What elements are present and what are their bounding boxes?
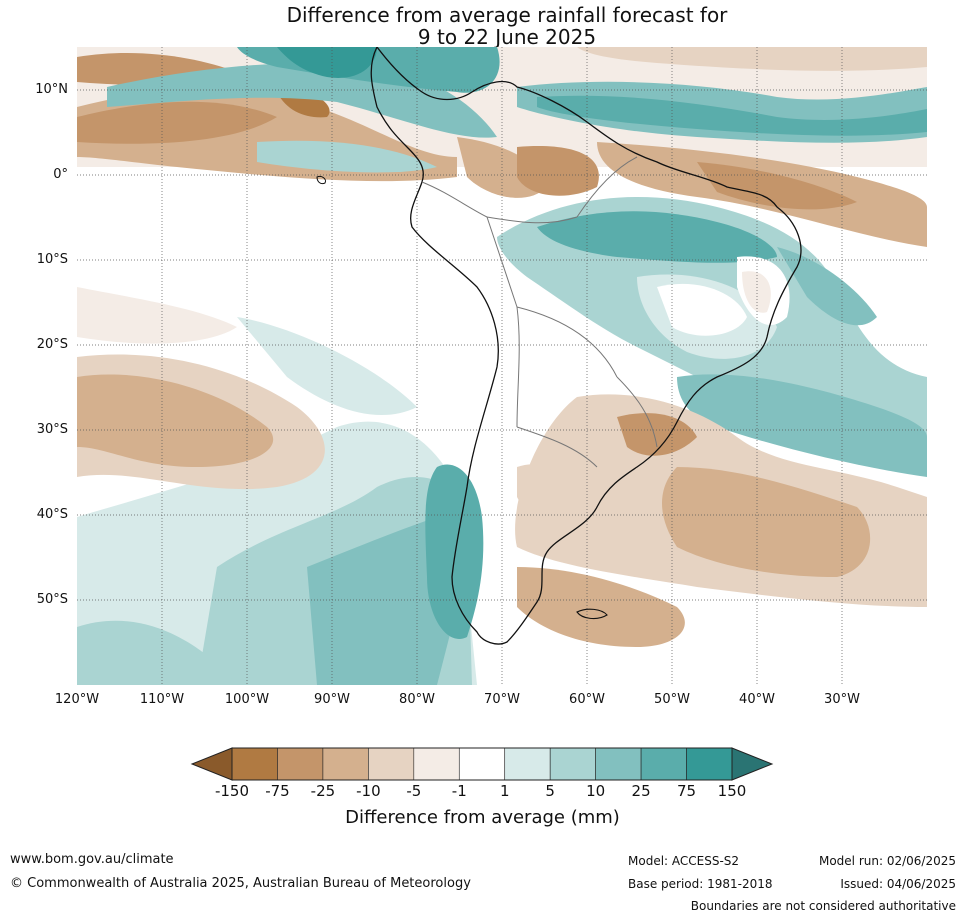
colorbar-tick-label: 75	[676, 782, 697, 800]
rainfall-map[interactable]	[77, 47, 927, 685]
footer-url[interactable]: www.bom.gov.au/climate	[10, 852, 174, 867]
lon-label-90w: 90°W	[314, 692, 350, 707]
lat-label-30s: 30°S	[36, 422, 68, 437]
colorbar-extend-low	[190, 747, 233, 781]
lat-label-50s: 50°S	[36, 592, 68, 607]
lon-label-80w: 80°W	[399, 692, 435, 707]
colorbar-cell	[231, 747, 278, 781]
colorbar-cell	[686, 747, 733, 781]
colorbar-cell	[277, 747, 324, 781]
colorbar-label: Difference from average (mm)	[345, 807, 620, 828]
colorbar-tick-label: -5	[406, 782, 422, 800]
lon-label-100w: 100°W	[224, 692, 270, 707]
colorbar-cell	[549, 747, 596, 781]
title-line-2: 9 to 22 June 2025	[417, 25, 597, 49]
colorbar-tick-label: -150	[214, 782, 250, 800]
lon-label-70w: 70°W	[484, 692, 520, 707]
lon-label-60w: 60°W	[569, 692, 605, 707]
lon-label-50w: 50°W	[654, 692, 690, 707]
colorbar-cell	[413, 747, 460, 781]
lat-label-10s: 10°S	[36, 252, 68, 267]
title-line-1: Difference from average rainfall forecas…	[286, 3, 728, 27]
lon-label-40w: 40°W	[739, 692, 775, 707]
lat-label-0: 0°	[53, 167, 68, 182]
colorbar-cell	[368, 747, 415, 781]
footer-model-run: Model run: 02/06/2025	[818, 854, 956, 868]
lat-label-20s: 20°S	[36, 337, 68, 352]
colorbar-tick-label: -75	[265, 782, 290, 800]
colorbar	[190, 747, 774, 781]
colorbar-tick-label: -10	[356, 782, 381, 800]
colorbar-cells	[190, 747, 774, 781]
lat-label-10n: 10°N	[35, 82, 68, 97]
colorbar-cell	[322, 747, 369, 781]
lon-label-30w: 30°W	[824, 692, 860, 707]
footer-base-period: Base period: 1981-2018	[628, 877, 773, 891]
footer-model: Model: ACCESS-S2	[628, 854, 740, 868]
lon-label-110w: 110°W	[139, 692, 185, 707]
footer-issued: Issued: 04/06/2025	[840, 877, 956, 891]
colorbar-cell	[595, 747, 642, 781]
map-canvas	[77, 47, 927, 685]
footer-copyright: © Commonwealth of Australia 2025, Austra…	[10, 876, 471, 891]
footer-disclaimer: Boundaries are not considered authoritat…	[690, 899, 956, 913]
colorbar-tick-label: 150	[717, 782, 747, 800]
colorbar-extend-high	[731, 747, 774, 781]
colorbar-cell	[504, 747, 551, 781]
colorbar-tick-label: 25	[631, 782, 651, 800]
colorbar-tick-label: -1	[451, 782, 467, 800]
colorbar-tick-label: -25	[310, 782, 336, 800]
colorbar-cell	[458, 747, 506, 781]
colorbar-tick-label: 1	[499, 782, 510, 800]
colorbar-cell	[640, 747, 687, 781]
colorbar-tick-label: 5	[545, 782, 555, 800]
lon-label-120w: 120°W	[54, 692, 100, 707]
map-title: Difference from average rainfall forecas…	[0, 4, 965, 48]
lat-label-40s: 40°S	[36, 507, 68, 522]
colorbar-tick-label: 10	[586, 782, 606, 800]
